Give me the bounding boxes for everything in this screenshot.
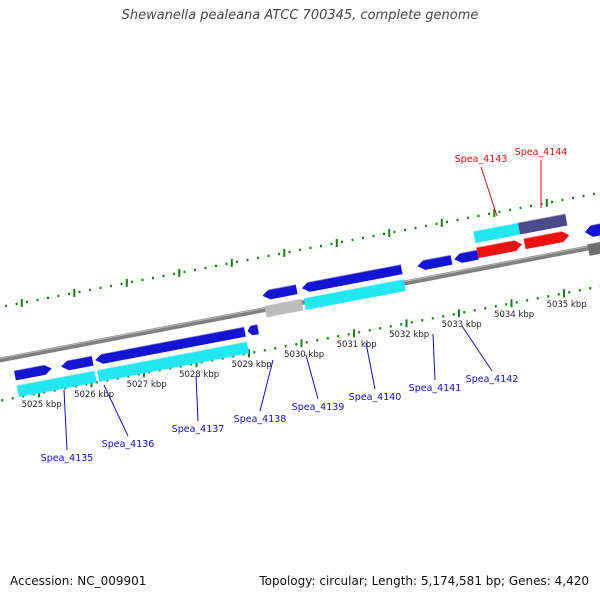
gene-spea-4138-arrow — [246, 323, 259, 336]
leader-spea-4137 — [195, 375, 199, 422]
leader-spea-4135 — [63, 389, 68, 451]
leader-spea-4143 — [480, 166, 498, 217]
feature-spea-4144-body — [517, 213, 568, 235]
gene-spea-4137-arrow-shine — [94, 326, 245, 357]
gene-spea-4140-arrow-shine — [300, 263, 401, 285]
gene-spea-4135-arrow-shine — [13, 362, 51, 372]
gene-spea-4142-arrow-shine — [453, 249, 477, 256]
gene-features — [13, 212, 600, 398]
gene-spea-4139-arrow-body — [262, 284, 298, 300]
gene-spea-4144-arrow — [523, 229, 570, 250]
gene-spea-4144-arrow-shine — [523, 229, 569, 240]
gene-spea-4135-arrow — [13, 362, 52, 381]
gene-spea-4142-arrow-body — [454, 249, 479, 263]
cds-spea-4135-body — [16, 376, 66, 398]
gene-label-spea-4136: Spea_4136 — [102, 439, 155, 450]
tick-label-5034: 5034 kbp — [494, 310, 534, 320]
leader-spea-4136 — [103, 384, 129, 437]
leader-spea-4141 — [432, 333, 436, 381]
gene-spea-4135-arrow-body — [13, 364, 52, 381]
gene-spea-4143-arrow-shine — [476, 238, 522, 249]
gene-far-right-arrow-body — [585, 220, 600, 237]
tick-label-5032: 5032 kbp — [389, 330, 429, 340]
leader-spea-4139 — [305, 354, 319, 400]
gene-label-spea-4140: Spea_4140 — [349, 392, 402, 403]
gene-spea-4139-arrow — [261, 283, 298, 300]
gene-spea-4136-arrow — [60, 355, 94, 371]
gene-spea-4141-arrow-body — [417, 254, 453, 270]
cds-spea-4140 — [303, 278, 406, 310]
leader-spea-4138 — [259, 359, 274, 412]
gene-spea-4136-arrow-shine — [60, 355, 92, 363]
cds-spea-4140-shine — [303, 278, 404, 299]
gene-labels: Spea_4135 Spea_4136 Spea_4137 Spea_4138 Spea… — [41, 147, 568, 464]
cds-spea-4136-body — [62, 370, 97, 389]
tick-label-5033: 5033 kbp — [442, 320, 482, 330]
cds-spea-4137-shine — [96, 340, 247, 371]
tick-label-5029: 5029 kbp — [232, 360, 272, 370]
gene-far-right-arrow — [583, 219, 600, 237]
feature-far-right-grey-shine — [587, 237, 600, 245]
gene-spea-4141-arrow-shine — [416, 254, 451, 263]
feature-spea-4144 — [517, 212, 568, 235]
gene-label-spea-4143: Spea_4143 — [455, 154, 508, 165]
cds-spea-4136 — [62, 369, 97, 389]
gene-label-spea-4142: Spea_4142 — [466, 374, 519, 385]
leader-spea-4140 — [365, 342, 376, 390]
feature-far-right-grey — [587, 237, 600, 256]
gene-spea-4140-arrow-body — [301, 264, 403, 292]
cds-spea-4140-body — [303, 279, 406, 310]
tick-labels: 5025 kbp 5026 kbp 5027 kbp 5028 kbp 5029 kbp… — [22, 300, 587, 410]
leader-spea-4142 — [461, 325, 493, 372]
cds-spea-4137-body — [97, 341, 249, 382]
gene-spea-4143-arrow-body — [476, 240, 523, 259]
tick-label-5030: 5030 kbp — [284, 350, 324, 360]
tick-label-5028: 5028 kbp — [179, 370, 219, 380]
cds-spea-4135 — [16, 375, 66, 398]
gene-spea-4137-arrow-body — [95, 326, 246, 364]
tick-label-5025: 5025 kbp — [22, 400, 62, 410]
gene-label-spea-4135: Spea_4135 — [41, 453, 94, 464]
gene-spea-4142-arrow — [453, 249, 479, 263]
gene-spea-4139-arrow-shine — [261, 283, 296, 292]
gene-spea-4140-arrow — [300, 263, 403, 292]
gene-label-spea-4138: Spea_4138 — [234, 414, 287, 425]
cds-spea-4137 — [96, 340, 249, 382]
gene-spea-4138-arrow-shine — [246, 323, 258, 328]
gene-spea-4144-arrow-body — [523, 231, 570, 250]
gene-label-spea-4137: Spea_4137 — [172, 424, 225, 435]
feature-grey-4139-shine — [264, 297, 302, 307]
map-title: Shewanella pealeana ATCC 700345, complet… — [121, 8, 479, 23]
gene-spea-4137-arrow — [94, 326, 246, 364]
cds-spea-4135-shine — [16, 375, 64, 387]
gene-spea-4138-arrow-body — [247, 324, 259, 336]
gene-spea-4141-arrow — [416, 254, 453, 270]
cds-spea-4136-shine — [62, 369, 95, 378]
tick-label-5031: 5031 kbp — [337, 340, 377, 350]
gene-spea-4143-arrow — [476, 238, 523, 259]
gene-label-spea-4139: Spea_4139 — [292, 402, 345, 413]
cds-spea-4143 — [473, 221, 521, 243]
accession-text: Accession: NC_009901 — [10, 574, 147, 588]
cds-spea-4143-body — [473, 222, 521, 243]
tick-label-5027: 5027 kbp — [127, 380, 167, 390]
cds-spea-4143-shine — [473, 221, 519, 232]
feature-spea-4144-shine — [517, 212, 566, 224]
feature-far-right-grey-body — [587, 238, 600, 256]
feature-grey-4139 — [264, 297, 304, 318]
gene-label-spea-4144: Spea_4144 — [515, 147, 568, 158]
tick-label-5026: 5026 kbp — [74, 390, 114, 400]
tick-label-5035: 5035 kbp — [547, 300, 587, 310]
gene-label-spea-4141: Spea_4141 — [409, 383, 462, 394]
feature-grey-4139-body — [264, 298, 304, 318]
genome-summary: Topology: circular; Length: 5,174,581 bp… — [259, 574, 589, 588]
gene-spea-4136-arrow-body — [61, 355, 94, 371]
